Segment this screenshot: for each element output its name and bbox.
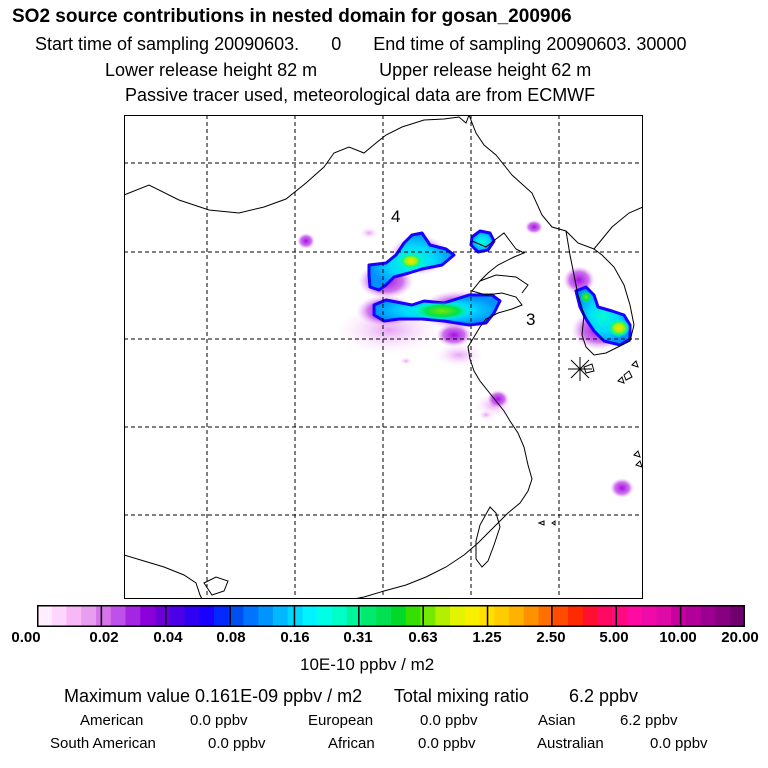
colorbar-swatch bbox=[214, 605, 230, 627]
colorbar-tick-label: 5.00 bbox=[599, 629, 629, 646]
colorbar-swatch bbox=[66, 605, 82, 627]
contribution-name: European bbox=[308, 712, 374, 729]
contribution-name: African bbox=[328, 735, 375, 752]
contribution-value: 6.2 ppbv bbox=[620, 712, 678, 729]
contribution-value: 0.0 ppbv bbox=[420, 712, 478, 729]
colorbar-swatch bbox=[597, 605, 613, 627]
map-frame bbox=[124, 115, 643, 599]
colorbar-swatch bbox=[686, 605, 702, 627]
colorbar-tick-label: 0.00 bbox=[11, 629, 41, 646]
colorbar-swatch bbox=[612, 605, 628, 627]
colorbar-swatch bbox=[656, 605, 672, 627]
contribution-value: 0.0 ppbv bbox=[208, 735, 266, 752]
colorbar-tick-label: 0.08 bbox=[216, 629, 246, 646]
colorbar-swatch bbox=[509, 605, 525, 627]
plot-title: SO2 source contributions in nested domai… bbox=[12, 6, 572, 27]
colorbar-border bbox=[37, 605, 745, 627]
colorbar-swatch bbox=[553, 605, 569, 627]
colorbar-swatch bbox=[346, 605, 362, 627]
colorbar-swatch bbox=[155, 605, 171, 627]
colorbar-tick-label: 0.02 bbox=[89, 629, 119, 646]
colorbar-swatch bbox=[405, 605, 421, 627]
colorbar-swatch bbox=[494, 605, 510, 627]
colorbar-swatch bbox=[243, 605, 259, 627]
max-total-line: Maximum value 0.161E-09 ppbv / m2 Total … bbox=[64, 686, 638, 707]
release-height-line: Lower release height 82 m Upper release … bbox=[105, 60, 591, 81]
colorbar-swatch bbox=[273, 605, 289, 627]
colorbar-swatch bbox=[125, 605, 141, 627]
coastline-layer bbox=[124, 115, 643, 599]
start-time-value: 0 bbox=[331, 34, 342, 54]
colorbar-swatch bbox=[51, 605, 67, 627]
colorbar-swatch bbox=[228, 605, 244, 627]
colorbar-swatch bbox=[671, 605, 687, 627]
maximum-value: Maximum value 0.161E-09 ppbv / m2 bbox=[64, 686, 363, 706]
colorbar-swatch bbox=[568, 605, 584, 627]
so2-plume-layer bbox=[297, 220, 634, 498]
colorbar-swatch bbox=[538, 605, 554, 627]
contribution-name: Asian bbox=[538, 712, 576, 729]
colorbar-swatch bbox=[730, 605, 745, 627]
colorbar bbox=[37, 605, 745, 627]
total-mixing-ratio-label: Total mixing ratio bbox=[393, 686, 529, 706]
colorbar-swatch bbox=[361, 605, 377, 627]
colorbar-swatch bbox=[184, 605, 200, 627]
colorbar-swatch bbox=[376, 605, 392, 627]
colorbar-swatch bbox=[715, 605, 731, 627]
colorbar-swatch bbox=[420, 605, 436, 627]
colorbar-swatch bbox=[582, 605, 598, 627]
contribution-value: 0.0 ppbv bbox=[650, 735, 708, 752]
sampling-time-line: Start time of sampling 20090603. 0 End t… bbox=[35, 34, 686, 55]
total-mixing-ratio-value: 6.2 ppbv bbox=[568, 686, 639, 706]
colorbar-tick-label: 20.00 bbox=[721, 629, 759, 646]
region-label-4: 4 bbox=[391, 207, 400, 226]
contribution-name: South American bbox=[50, 735, 156, 752]
start-time-label: Start time of sampling 20090603. bbox=[35, 34, 300, 54]
colorbar-swatch bbox=[317, 605, 333, 627]
receptor-site-marker bbox=[568, 357, 592, 381]
colorbar-unit: 10E-10 ppbv / m2 bbox=[300, 655, 435, 674]
colorbar-swatch bbox=[332, 605, 348, 627]
colorbar-swatch bbox=[37, 605, 53, 627]
upper-release-height: Upper release height 62 m bbox=[379, 60, 592, 80]
colorbar-swatch bbox=[464, 605, 480, 627]
colorbar-swatch bbox=[523, 605, 539, 627]
colorbar-tick-label: 2.50 bbox=[536, 629, 566, 646]
colorbar-swatch bbox=[110, 605, 126, 627]
colorbar-swatch bbox=[199, 605, 215, 627]
contribution-name: Australian bbox=[537, 735, 604, 752]
colorbar-swatch bbox=[391, 605, 407, 627]
concentration-map: 4 3 bbox=[124, 115, 643, 599]
colorbar-tick-label: 1.25 bbox=[472, 629, 502, 646]
colorbar-swatch bbox=[302, 605, 318, 627]
colorbar-swatch bbox=[700, 605, 716, 627]
colorbar-swatch bbox=[96, 605, 112, 627]
end-time-label: End time of sampling 20090603. 30000 bbox=[373, 34, 687, 54]
colorbar-swatch bbox=[287, 605, 303, 627]
contribution-value: 0.0 ppbv bbox=[418, 735, 476, 752]
region-label-3: 3 bbox=[526, 310, 535, 329]
colorbar-swatch bbox=[450, 605, 466, 627]
colorbar-tick-label: 0.16 bbox=[280, 629, 310, 646]
colorbar-swatch bbox=[641, 605, 657, 627]
contribution-value: 0.0 ppbv bbox=[190, 712, 248, 729]
colorbar-swatch bbox=[258, 605, 274, 627]
colorbar-swatch bbox=[81, 605, 97, 627]
colorbar-tick-label: 0.63 bbox=[408, 629, 438, 646]
colorbar-swatch bbox=[435, 605, 451, 627]
colorbar-swatch bbox=[169, 605, 185, 627]
colorbar-swatch bbox=[627, 605, 643, 627]
tracer-note: Passive tracer used, meteorological data… bbox=[125, 85, 596, 105]
colorbar-tick-label: 10.00 bbox=[659, 629, 697, 646]
contribution-name: American bbox=[80, 712, 144, 729]
lat-lon-grid bbox=[124, 115, 643, 599]
colorbar-tick-label: 0.31 bbox=[343, 629, 373, 646]
colorbar-tick-label: 0.04 bbox=[153, 629, 183, 646]
colorbar-swatch bbox=[140, 605, 156, 627]
lower-release-height: Lower release height 82 m bbox=[105, 60, 318, 80]
